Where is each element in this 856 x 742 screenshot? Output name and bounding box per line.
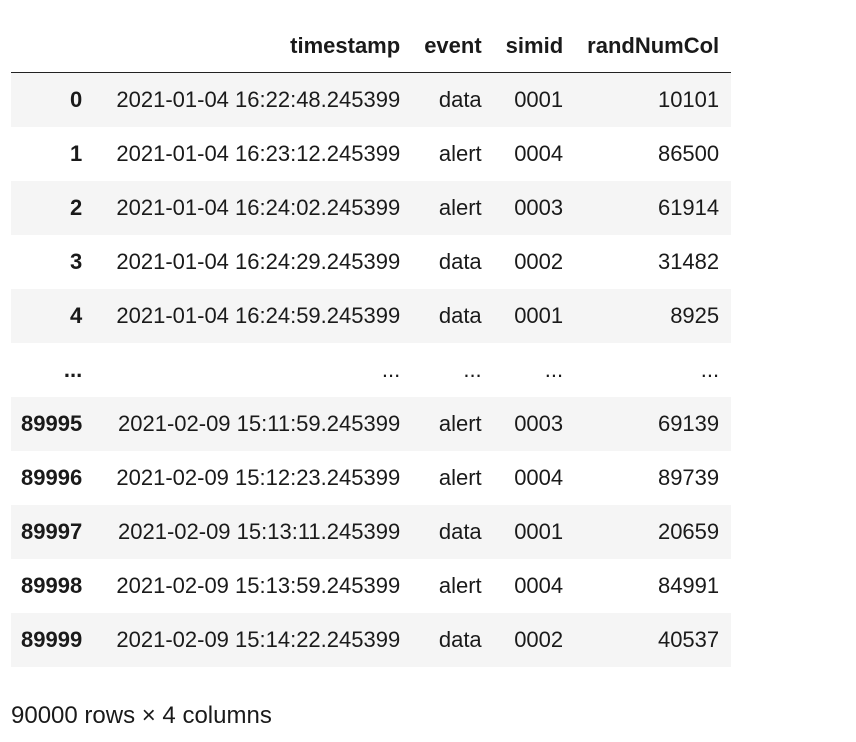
cell-timestamp: 2021-02-09 15:13:11.245399 [118, 519, 401, 544]
dataframe-shape-label: 90000 rows × 4 columns [11, 702, 272, 729]
table-row: 3 2021-01-04 16:24:29.245399 data 0002 31482 [11, 235, 732, 289]
row-index: 89996 [21, 465, 83, 490]
index-header [11, 20, 95, 73]
cell-event: alert [438, 195, 482, 220]
dataframe-output: timestamp event simid randNumCol 0 2021-0… [11, 20, 732, 667]
cell-timestamp: 2021-02-09 15:11:59.245399 [118, 411, 401, 436]
cell-timestamp: 2021-01-04 16:24:29.245399 [116, 249, 401, 274]
cell-simid: 0003 [514, 411, 564, 436]
cell-simid: ... [544, 357, 564, 382]
cell-simid: 0004 [514, 141, 564, 166]
cell-event: alert [438, 465, 482, 490]
cell-event: data [438, 627, 482, 652]
cell-simid: 0002 [514, 249, 564, 274]
cell-event: ... [463, 357, 482, 382]
cell-simid: 0003 [514, 195, 564, 220]
cell-randnumcol: 20659 [657, 519, 720, 544]
cell-timestamp: 2021-01-04 16:22:48.245399 [116, 87, 401, 112]
cell-event: data [438, 249, 482, 274]
cell-timestamp: 2021-01-04 16:24:02.245399 [116, 195, 401, 220]
cell-timestamp: 2021-01-04 16:23:12.245399 [116, 141, 401, 166]
cell-simid: 0001 [514, 87, 564, 112]
column-header-simid: simid [493, 20, 576, 73]
table-row: 89995 2021-02-09 15:11:59.245399 alert 0003… [11, 397, 732, 451]
row-index: 3 [69, 249, 83, 274]
column-header-event: event [412, 20, 494, 73]
row-index: 4 [69, 303, 83, 328]
row-index: 89998 [21, 573, 83, 598]
dataframe-table: timestamp event simid randNumCol 0 2021-0… [11, 20, 732, 667]
cell-event: alert [438, 411, 482, 436]
cell-event: data [438, 519, 482, 544]
cell-randnumcol: 84991 [657, 573, 720, 598]
row-index: 0 [69, 87, 83, 112]
cell-randnumcol: 10101 [657, 87, 720, 112]
cell-randnumcol: 8925 [670, 303, 720, 328]
table-row: 4 2021-01-04 16:24:59.245399 data 0001 8925 [11, 289, 732, 343]
row-index: 2 [69, 195, 83, 220]
cell-timestamp: 2021-02-09 15:12:23.245399 [116, 465, 401, 490]
table-row: 89997 2021-02-09 15:13:11.245399 data 0001 2… [11, 505, 732, 559]
cell-event: data [438, 87, 482, 112]
row-index: 1 [69, 141, 83, 166]
cell-timestamp: 2021-02-09 15:14:22.245399 [116, 627, 401, 652]
cell-randnumcol: 69139 [657, 411, 720, 436]
column-header-timestamp: timestamp [94, 20, 413, 73]
table-row: 89999 2021-02-09 15:14:22.245399 data 0002 4… [11, 613, 732, 667]
cell-randnumcol: 86500 [657, 141, 720, 166]
row-index: 89995 [21, 411, 83, 436]
header-row: timestamp event simid randNumCol [11, 20, 732, 73]
cell-event: data [438, 303, 482, 328]
ellipsis-row: ............... [11, 343, 732, 397]
table-header: timestamp event simid randNumCol [11, 20, 732, 73]
cell-simid: 0002 [514, 627, 564, 652]
cell-timestamp: 2021-02-09 15:13:59.245399 [116, 573, 401, 598]
table-row: 89998 2021-02-09 15:13:59.245399 alert 0004… [11, 559, 732, 613]
table-body: 0 2021-01-04 16:22:48.245399 data 0001 10101… [11, 72, 732, 667]
row-index: ... [63, 357, 83, 382]
row-index: 89999 [21, 627, 83, 652]
cell-simid: 0004 [514, 573, 564, 598]
cell-randnumcol: 61914 [657, 195, 720, 220]
cell-event: alert [438, 141, 482, 166]
cell-event: alert [438, 573, 482, 598]
cell-randnumcol: 31482 [657, 249, 720, 274]
row-index: 89997 [21, 519, 83, 544]
cell-timestamp: ... [381, 357, 401, 382]
cell-timestamp: 2021-01-04 16:24:59.245399 [116, 303, 401, 328]
cell-simid: 0004 [514, 465, 564, 490]
cell-simid: 0001 [514, 519, 564, 544]
column-header-randnumcol: randNumCol [575, 20, 732, 73]
table-row: 89996 2021-02-09 15:12:23.245399 alert 0004… [11, 451, 732, 505]
cell-randnumcol: ... [700, 357, 720, 382]
table-row: 0 2021-01-04 16:22:48.245399 data 0001 10101 [11, 72, 732, 127]
table-row: 1 2021-01-04 16:23:12.245399 alert 0004 8650… [11, 127, 732, 181]
table-row: 2 2021-01-04 16:24:02.245399 alert 0003 6191… [11, 181, 732, 235]
cell-simid: 0001 [514, 303, 564, 328]
cell-randnumcol: 40537 [657, 627, 720, 652]
cell-randnumcol: 89739 [657, 465, 720, 490]
